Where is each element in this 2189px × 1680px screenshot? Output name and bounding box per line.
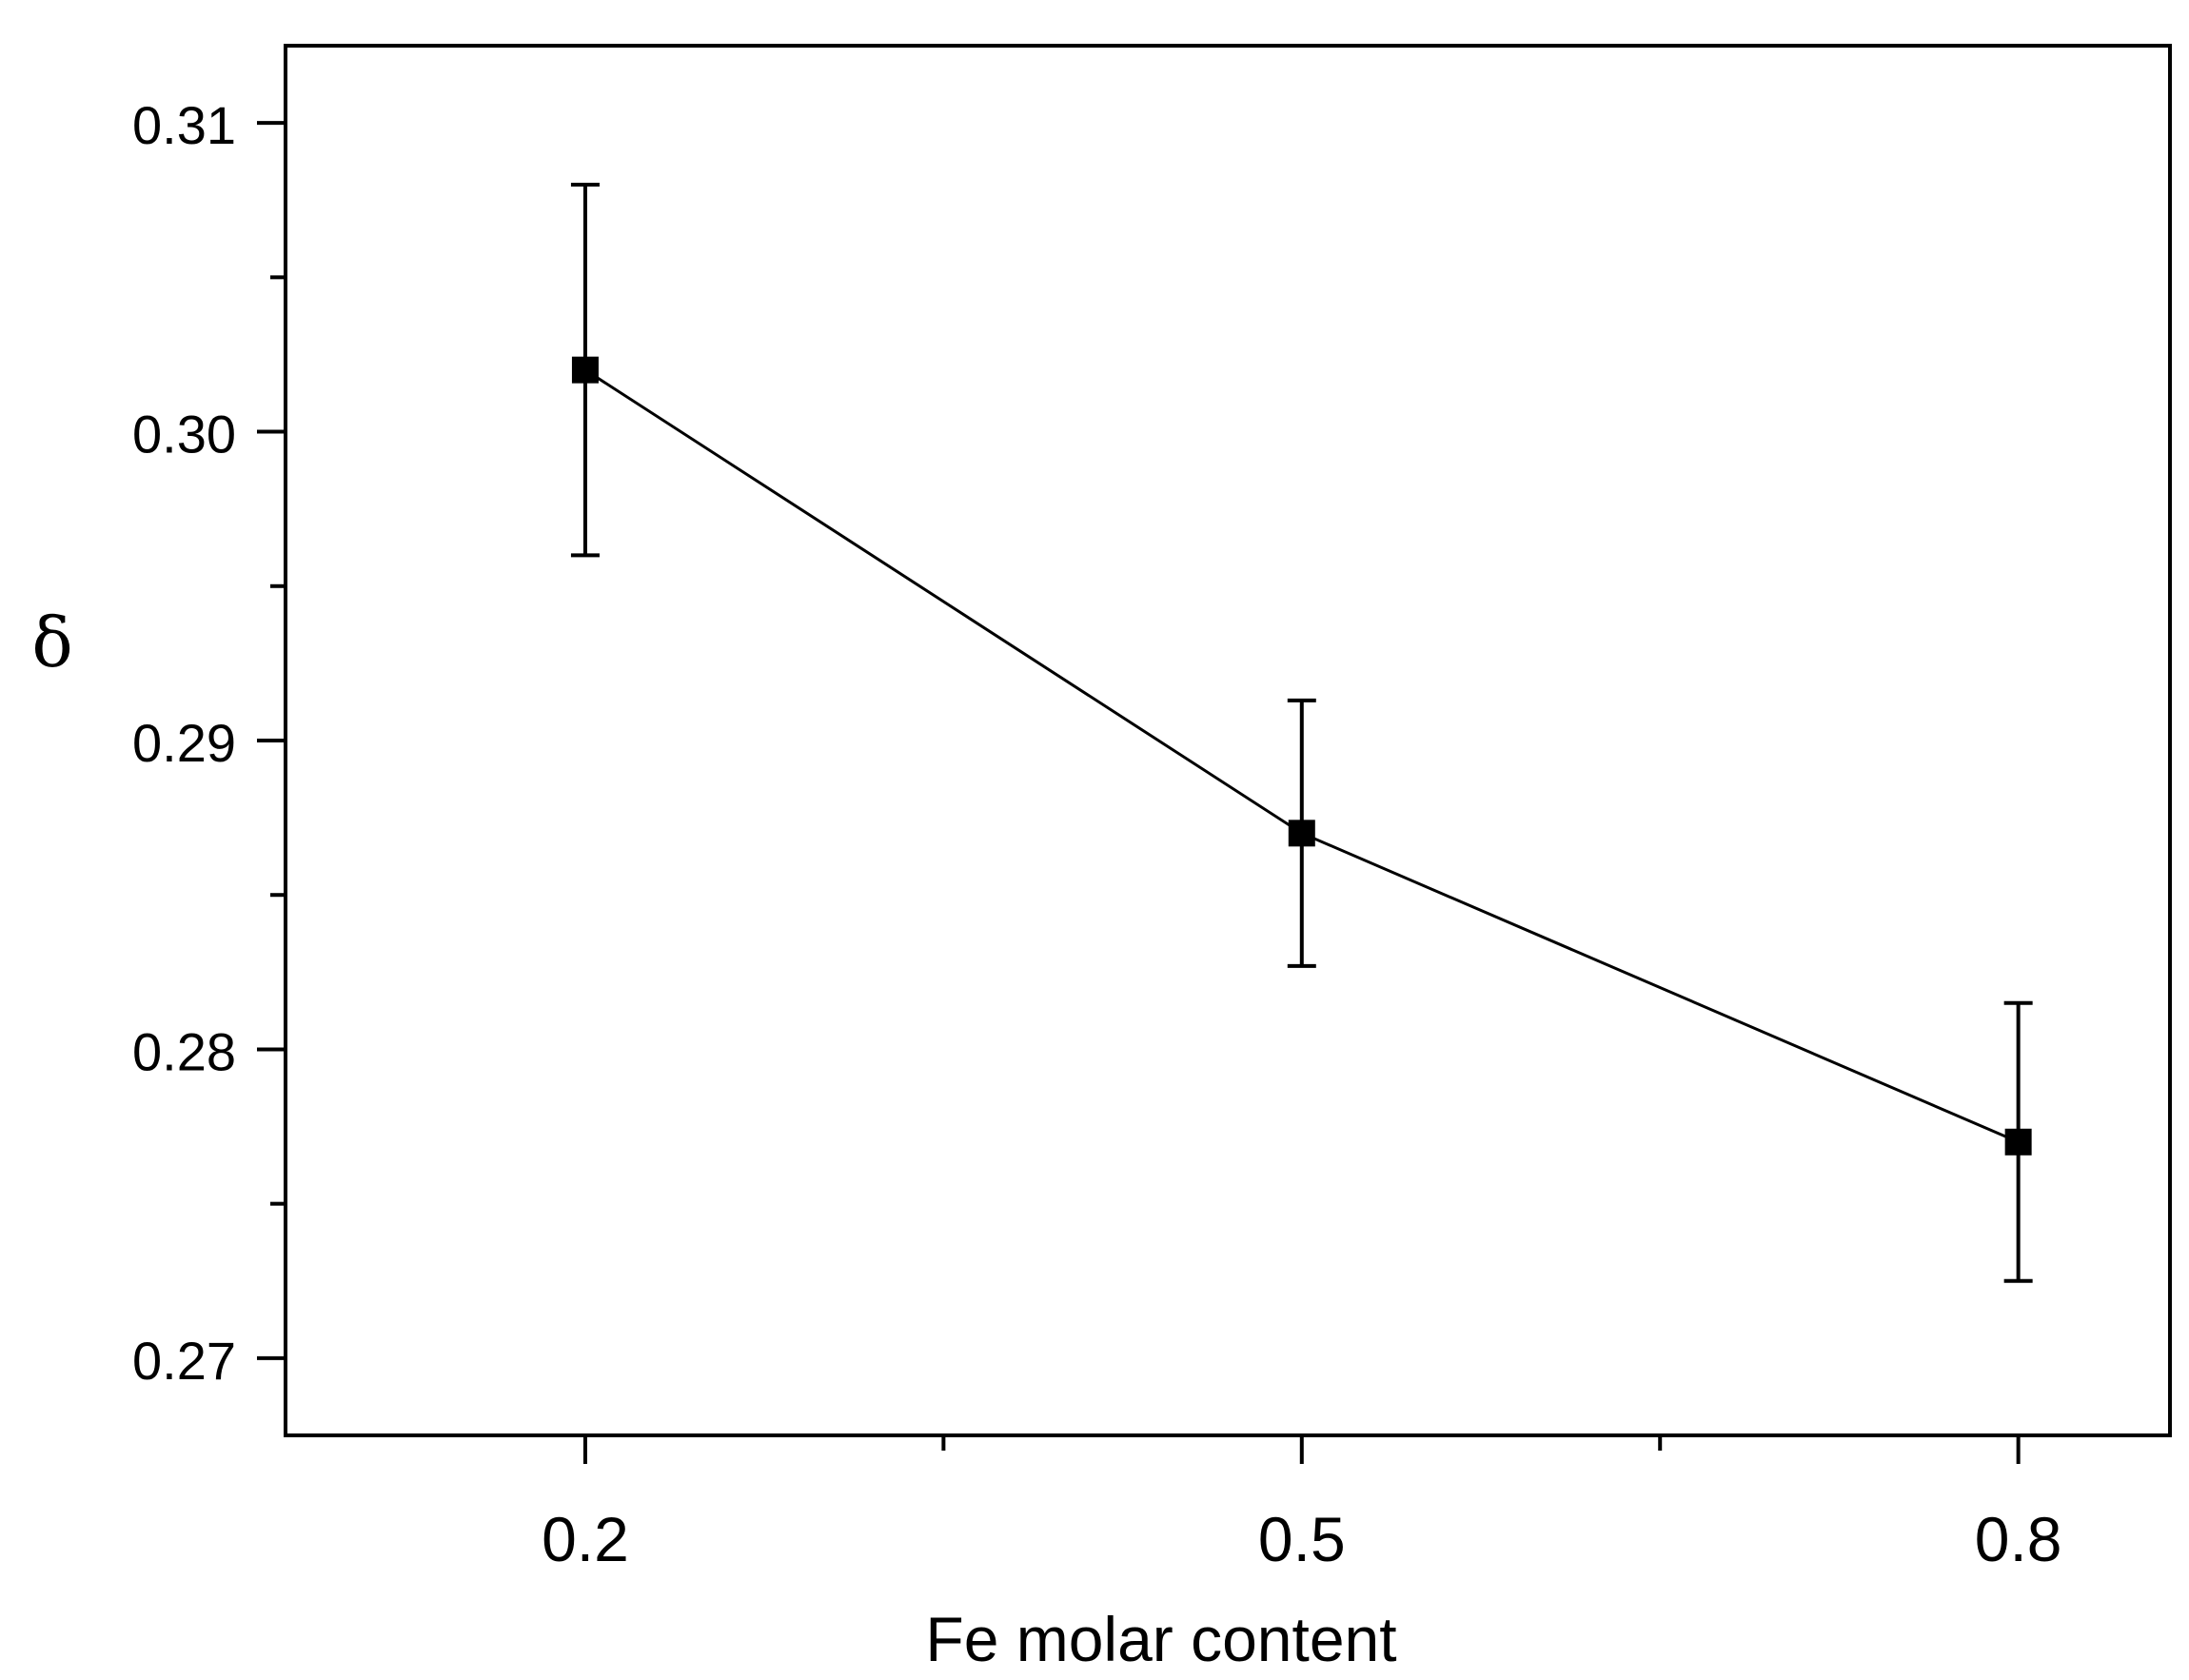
major-ticks xyxy=(257,121,2021,1464)
x-tick-labels: 0.2 0.5 0.8 xyxy=(542,1504,2061,1574)
data-markers xyxy=(571,356,2032,1156)
y-axis-title: δ xyxy=(31,603,72,682)
minor-ticks xyxy=(270,275,1663,1451)
y-tick-label: 0.27 xyxy=(132,1331,236,1391)
data-point-marker xyxy=(1288,820,1315,847)
data-point-marker xyxy=(571,356,599,384)
y-tick-label: 0.31 xyxy=(132,95,236,155)
y-tick-labels: 0.27 0.28 0.29 0.30 0.31 xyxy=(132,95,236,1391)
plot-frame xyxy=(284,44,2172,1437)
y-tick-label: 0.28 xyxy=(132,1021,236,1081)
y-tick-label: 0.29 xyxy=(132,713,236,773)
x-tick-label: 0.5 xyxy=(1258,1504,1346,1574)
x-tick-label: 0.8 xyxy=(1975,1504,2062,1574)
data-point-marker xyxy=(2004,1128,2032,1156)
x-axis-title: Fe molar content xyxy=(925,1604,1396,1674)
x-tick-label: 0.2 xyxy=(542,1504,629,1574)
y-tick-label: 0.30 xyxy=(132,405,236,464)
